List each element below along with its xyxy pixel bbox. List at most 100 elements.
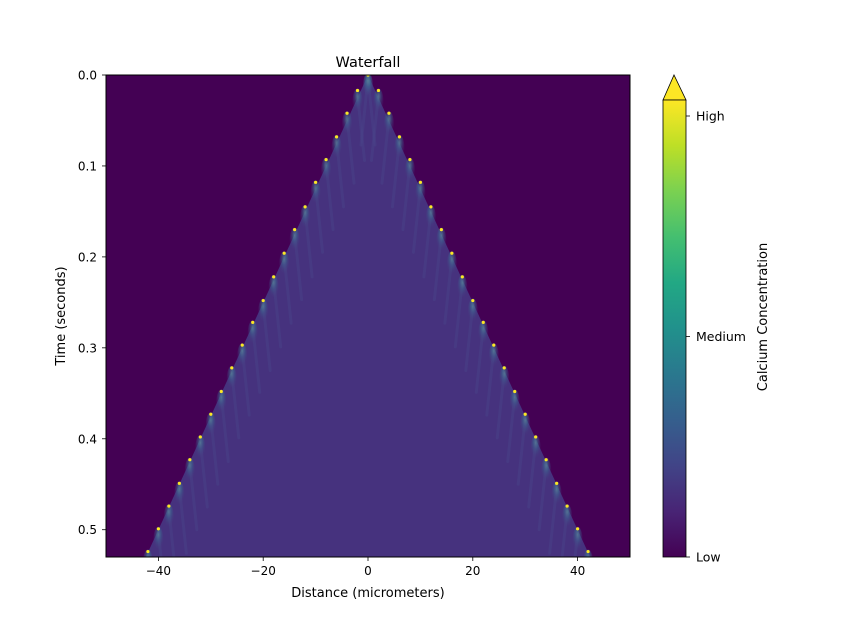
spark-glow (572, 526, 583, 553)
spark-glow (143, 549, 153, 557)
spark-point (334, 135, 339, 139)
spark-streak (548, 485, 559, 555)
colorbar-tick-label: Low (696, 550, 721, 565)
spark-streak (314, 184, 325, 254)
spark-point (209, 412, 213, 416)
spark-glow (478, 320, 489, 347)
colorbar-tick-label: High (696, 109, 725, 124)
spark-glow (509, 389, 520, 416)
spark-glow (205, 412, 216, 439)
spark-glow (404, 157, 415, 184)
spark-streak (537, 462, 548, 532)
spark-point (492, 343, 496, 347)
spark-glow (226, 365, 237, 392)
spark-streaks (143, 75, 593, 557)
x-tick-label: −20 (251, 564, 276, 578)
x-axis-label: Distance (micrometers) (291, 586, 444, 601)
colorbar: Low Medium High Calcium Concentration (662, 74, 771, 565)
spark-point (198, 435, 202, 439)
spark-glow (488, 343, 499, 370)
spark-streak (359, 77, 370, 147)
y-tick-label: 0.4 (78, 432, 97, 446)
spark-glow (583, 549, 593, 557)
x-tick-label: 20 (465, 564, 480, 578)
colorbar-extend-triangle (662, 74, 687, 101)
spark-streak (167, 508, 176, 557)
spark-points (146, 75, 590, 554)
spark-glow (268, 274, 279, 301)
spark-point (177, 481, 181, 485)
spark-glow (541, 457, 552, 484)
spark-glow (247, 320, 258, 347)
spark-glow (383, 111, 394, 138)
spark-glow (174, 481, 185, 508)
spark-point (408, 157, 412, 162)
spark-streak (282, 255, 293, 325)
spark-streak (411, 184, 422, 254)
x-tick-label: −40 (146, 564, 171, 578)
spark-glow (499, 365, 510, 392)
spark-point (146, 549, 150, 554)
spark-glow (153, 526, 164, 553)
spark-streak (485, 347, 496, 417)
spark-point (230, 366, 234, 370)
spark-point (167, 504, 171, 508)
y-tick-label: 0.2 (78, 250, 97, 264)
spark-glow (279, 251, 290, 278)
spark-streak (156, 531, 163, 557)
spark-point (188, 458, 192, 462)
y-tick-label: 0.3 (78, 341, 97, 355)
y-axis-label: Time (seconds) (54, 266, 69, 366)
spark-streak (272, 279, 283, 349)
spark-glow (321, 157, 332, 184)
spark-glow (530, 434, 541, 461)
spark-point (355, 88, 360, 93)
spark-point (324, 157, 328, 162)
spark-glow (331, 134, 342, 161)
spark-point (293, 228, 297, 232)
spark-streak (380, 115, 391, 185)
spark-streak (188, 462, 199, 532)
spark-glow (436, 227, 447, 254)
spark-streak (369, 92, 380, 162)
spark-glow (300, 204, 311, 231)
spark-glow (373, 88, 384, 115)
spark-glow (551, 481, 562, 508)
spark-streak (516, 416, 527, 486)
spark-glow (310, 180, 321, 207)
spark-point (439, 228, 443, 232)
colorbar-label: Calcium Concentration (756, 243, 771, 391)
spark-point (303, 205, 307, 209)
spark-glow (195, 434, 206, 461)
spark-glow (520, 412, 531, 439)
spark-glow (184, 457, 195, 484)
spark-point (345, 111, 349, 115)
spark-streak (506, 393, 517, 463)
spark-streak (495, 370, 506, 440)
spark-streak (390, 139, 401, 209)
y-tick-label: 0.0 (78, 69, 97, 83)
spark-streak (356, 92, 367, 162)
spark-glow (352, 88, 363, 115)
spark-streak (230, 370, 241, 440)
spark-streak (324, 162, 335, 232)
spark-streak (422, 209, 433, 279)
spark-point (450, 251, 454, 255)
spark-point (219, 389, 223, 394)
spark-streak (209, 416, 220, 486)
plot-area (106, 75, 630, 557)
spark-glow (457, 274, 468, 301)
spark-glow (163, 504, 174, 531)
spark-point (261, 298, 265, 303)
spark-glow (363, 75, 373, 99)
spark-streak (261, 303, 272, 373)
spark-point (586, 549, 590, 554)
spark-streak (453, 279, 464, 349)
spark-streak (293, 232, 304, 302)
spark-point (429, 205, 433, 209)
spark-point (397, 135, 402, 139)
spark-point (576, 527, 580, 531)
spark-streak (345, 115, 356, 185)
spark-point (523, 412, 527, 416)
